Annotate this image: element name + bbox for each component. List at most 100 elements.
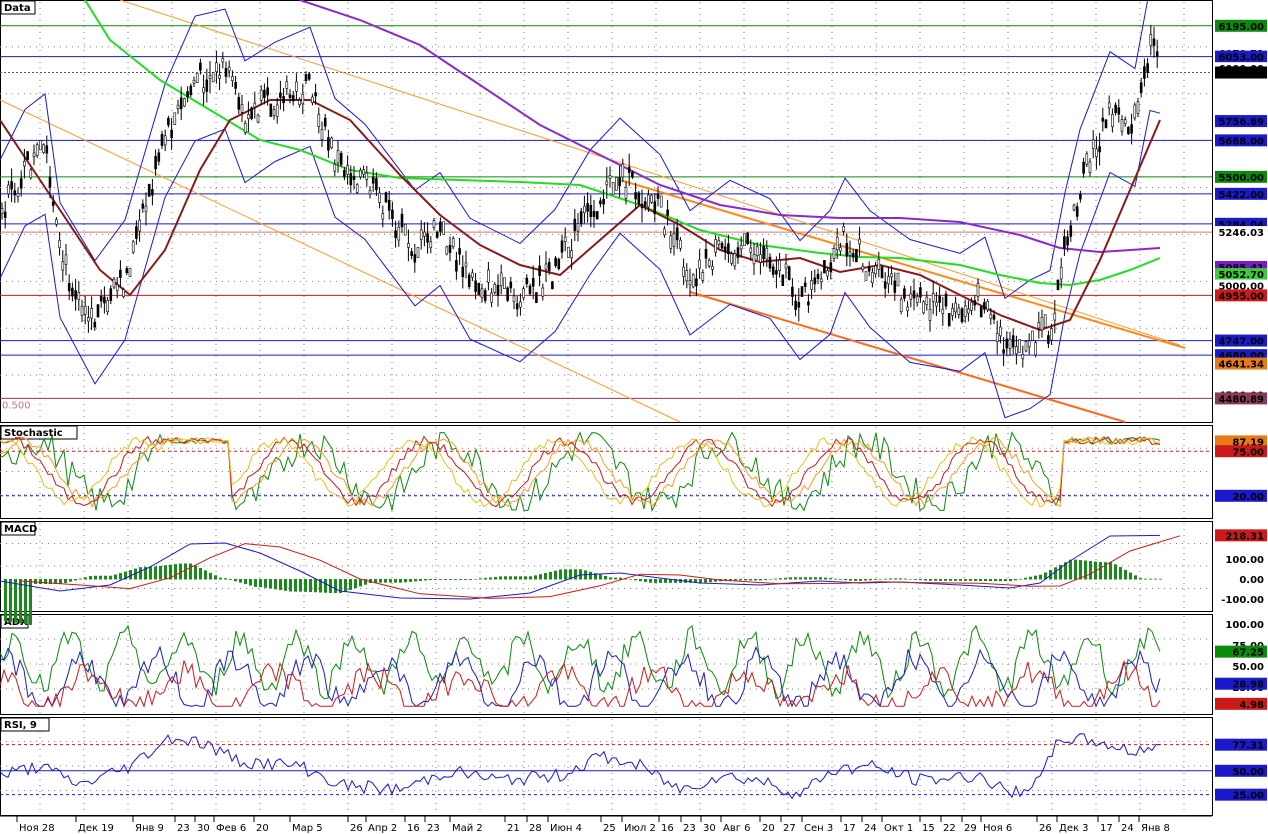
candle-body [183, 98, 186, 107]
candle-body [55, 219, 58, 225]
macd-histogram-bar [799, 577, 802, 580]
candle-body [151, 189, 154, 196]
macd-histogram-bar [1074, 559, 1077, 580]
ma-red [0, 99, 1161, 332]
macd-histogram-bar [794, 577, 797, 580]
macd-histogram-bar [1064, 562, 1067, 580]
macd-histogram-bar [774, 578, 777, 580]
candle-body [48, 176, 52, 188]
macd-histogram-bar [399, 579, 402, 583]
candle-body [544, 263, 548, 270]
candle-body [663, 228, 666, 236]
macd-histogram-bar [849, 579, 852, 581]
candle-body [688, 280, 692, 286]
candle-body [112, 278, 116, 288]
macd-histogram-bar [79, 578, 82, 580]
candle-body [461, 266, 465, 278]
candle-body [755, 246, 759, 256]
macd-histogram-bar [889, 578, 892, 580]
candle-body [611, 182, 615, 195]
candle-body [864, 271, 868, 281]
panel-title: MACD [4, 524, 37, 535]
macd-histogram-bar [709, 579, 712, 583]
candle-body [816, 273, 820, 279]
macd-histogram-bar [1114, 564, 1117, 580]
candle-body [26, 151, 29, 161]
candle-body [627, 166, 631, 173]
macd-histogram-bar [534, 575, 537, 580]
x-tick-label: 16 [661, 823, 674, 834]
candle-body [634, 192, 637, 200]
x-axis: Ноя 28 Дек 19 Янв 9 23 30 Фев 6 20 Мар 5 26 Апр 2… [0, 815, 1212, 834]
x-tick-label: Янв 9 [135, 823, 164, 834]
candle-body [391, 209, 394, 219]
price-label: 5668.00 [1218, 136, 1264, 147]
candle-body [429, 241, 433, 249]
price-label: 5052.70 [1218, 270, 1264, 281]
candle-body [787, 266, 791, 280]
price-label-box [1215, 392, 1267, 405]
candle-body [147, 183, 151, 197]
candle-body [301, 93, 305, 105]
x-tick-label: Апр 2 [368, 823, 397, 834]
macd-histogram-bar [1129, 572, 1132, 580]
candle-body [631, 172, 634, 178]
candle-body [1053, 312, 1057, 321]
macd-histogram-bar [69, 579, 72, 582]
macd-histogram-bar [944, 579, 947, 581]
candle-body [387, 199, 391, 211]
candle-body [240, 104, 244, 113]
macd-histogram-bar [459, 579, 462, 580]
candle-body [435, 231, 439, 238]
candle-body [163, 135, 167, 146]
panel-title-box [0, 0, 36, 15]
candle-body [714, 239, 717, 253]
price-label-box [1215, 489, 1267, 502]
price-label-box [1215, 115, 1267, 128]
macd-histogram-bar [824, 577, 827, 580]
macd-histogram-bar [439, 579, 442, 580]
candle-body [720, 243, 724, 249]
macd-histogram-bar [759, 579, 762, 581]
candle-body [1107, 102, 1111, 109]
stochastic-line [0, 431, 1161, 512]
x-tick-label: Янв 8 [1141, 823, 1170, 834]
macd-histogram-bar [424, 579, 427, 581]
candle-body [1059, 266, 1063, 280]
candle-body [205, 79, 209, 92]
candle-body [3, 211, 7, 218]
price-label-box [1215, 738, 1267, 751]
candle-body [224, 67, 228, 77]
macd-histogram-bar [919, 579, 922, 581]
macd-histogram-bar [819, 577, 822, 580]
candle-body [407, 243, 410, 248]
price-labels-4: 77.31 50.00 25.00 [1215, 738, 1267, 802]
candle-body [871, 272, 874, 284]
macd-histogram-bar [894, 578, 897, 580]
macd-histogram-bar [874, 579, 877, 580]
macd-histogram-bar [314, 579, 317, 593]
macd-histogram-bar [484, 577, 487, 580]
macd-histogram-bar [169, 564, 172, 580]
candle-body [1117, 107, 1121, 115]
candle-body [976, 283, 980, 297]
panel-2: MACD [0, 521, 1213, 612]
candle-body [845, 242, 849, 257]
price-label-box [1215, 645, 1267, 658]
candle-body [855, 248, 858, 263]
candle-body [343, 170, 346, 178]
price-label: 4680.00 [1218, 351, 1264, 362]
candle-body [807, 301, 810, 306]
candle-body [403, 223, 407, 236]
candle-body [576, 223, 580, 232]
candle-body [650, 194, 653, 203]
macd-histogram-bar [354, 579, 357, 589]
candle-body [903, 288, 906, 299]
candle-body [160, 134, 164, 146]
macd-histogram-bar [374, 579, 377, 583]
macd-histogram-bar [94, 575, 97, 580]
candle-body [445, 246, 449, 255]
macd-histogram-bar [1084, 560, 1087, 580]
candle-body [666, 209, 669, 216]
